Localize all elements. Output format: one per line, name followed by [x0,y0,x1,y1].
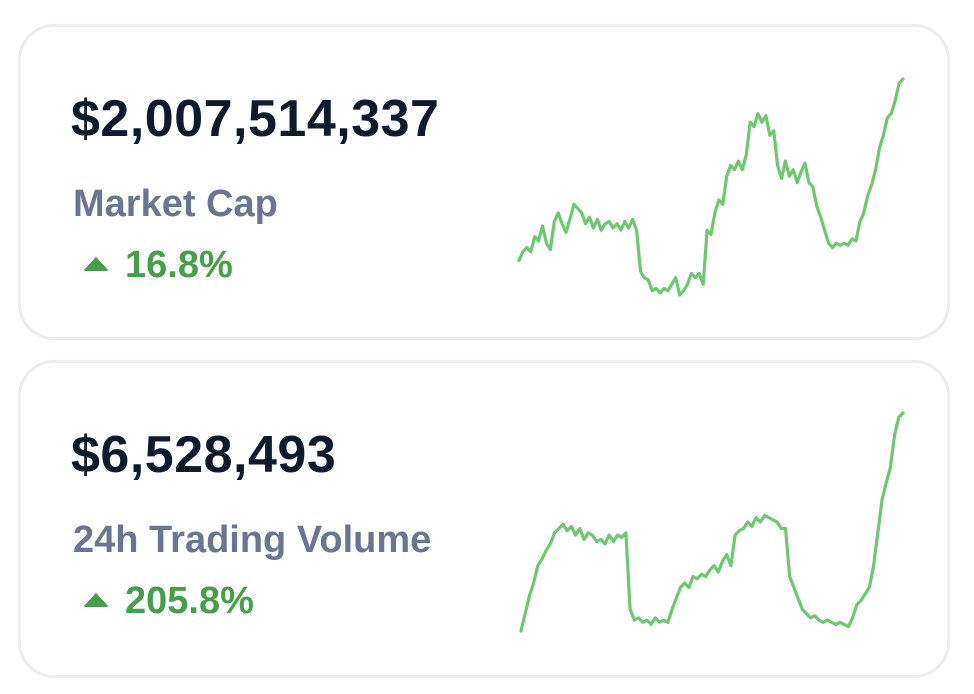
caret-up-icon [83,593,109,607]
market-cap-label: Market Cap [73,183,278,225]
trading-volume-change-percent: 205.8% [125,579,254,622]
market-cap-sparkline [517,77,905,297]
trading-volume-label: 24h Trading Volume [73,519,432,561]
market-cap-card: $2,007,514,337 Market Cap 16.8% [18,24,950,340]
caret-up-icon [83,257,109,271]
trading-volume-change: 205.8% [83,577,254,625]
trading-volume-sparkline [519,411,905,633]
trading-volume-card: $6,528,493 24h Trading Volume 205.8% [18,360,950,678]
sparkline-line [517,77,905,297]
sparkline-line [519,411,905,633]
trading-volume-value: $6,528,493 [71,426,337,484]
market-cap-value: $2,007,514,337 [71,90,440,148]
market-cap-change: 16.8% [83,241,233,289]
market-cap-change-percent: 16.8% [125,243,233,286]
